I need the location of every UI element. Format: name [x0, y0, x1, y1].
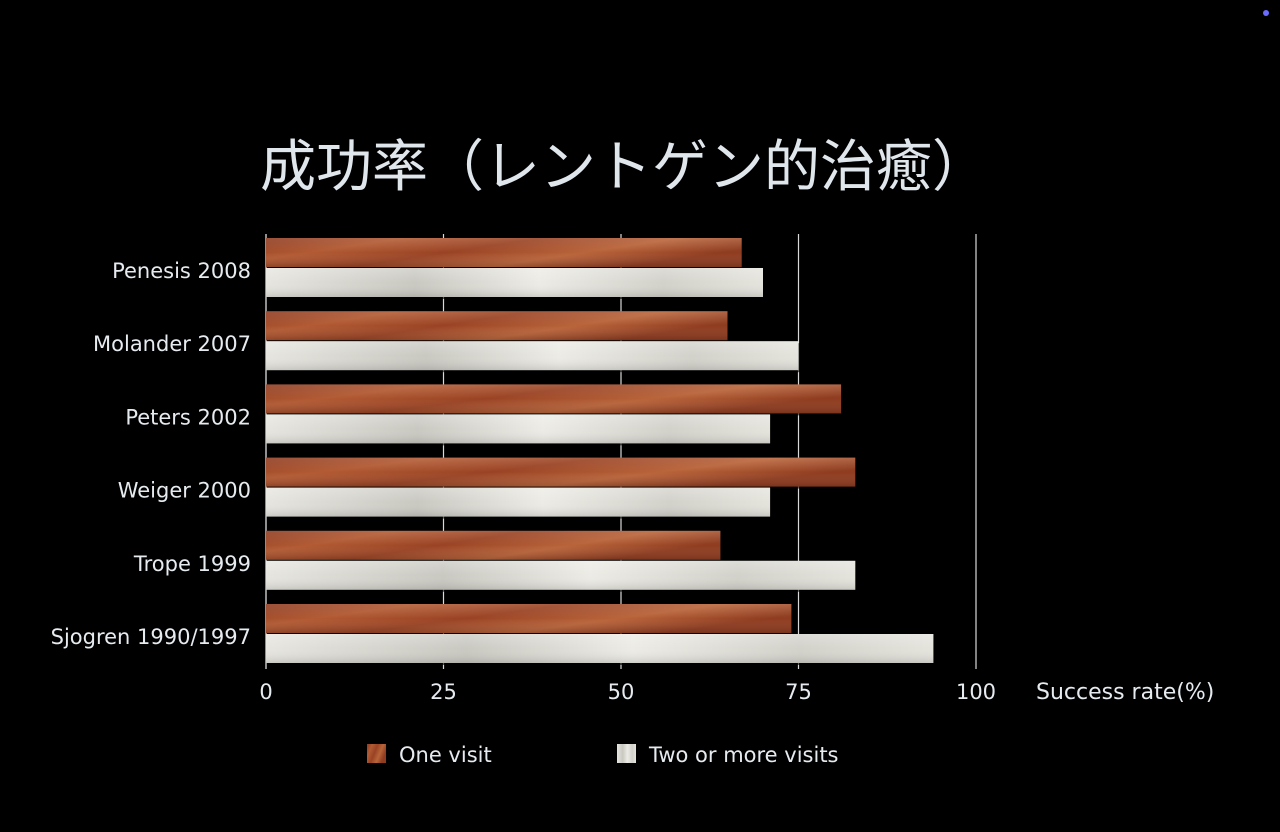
- legend: One visit Two or more visits: [367, 743, 839, 767]
- bar-one-visit-penesis-2008: [266, 238, 744, 269]
- category-label-sjogren-1990-1997: Sjogren 1990/1997: [51, 625, 251, 649]
- bar-two-or-more-visits-trope-1999: [266, 560, 858, 592]
- category-label-penesis-2008: Penesis 2008: [112, 259, 251, 283]
- category-label-weiger-2000: Weiger 2000: [118, 479, 251, 503]
- x-axis-label: Success rate(%): [1036, 680, 1214, 705]
- bars: [266, 238, 936, 665]
- x-tick-labels: 0 25 50 75 100: [259, 680, 996, 704]
- bar-one-visit-weiger-2000: [266, 457, 858, 489]
- bar-two-or-more-visits-sjogren-1990-1997: [266, 634, 936, 665]
- category-labels: Penesis 2008 Molander 2007 Peters 2002 Weig…: [51, 259, 251, 649]
- bar-two-or-more-visits-peters-2002: [266, 414, 773, 446]
- legend-label-one-visit: One visit: [399, 743, 492, 767]
- bar-one-visit-peters-2002: [266, 384, 844, 416]
- corner-dot: [1263, 10, 1269, 16]
- category-label-trope-1999: Trope 1999: [133, 552, 251, 576]
- bar-one-visit-trope-1999: [266, 530, 723, 562]
- bar-two-or-more-visits-penesis-2008: [266, 268, 765, 299]
- legend-swatch-one-visit: [367, 744, 386, 763]
- bar-two-or-more-visits-molander-2007: [266, 341, 801, 373]
- legend-swatch-two-or-more-visits: [617, 744, 636, 763]
- x-tick-label-100: 100: [956, 680, 996, 704]
- x-tick-label-25: 25: [430, 680, 457, 704]
- gridlines: [265, 234, 977, 669]
- bar-one-visit-molander-2007: [266, 311, 730, 343]
- category-label-molander-2007: Molander 2007: [93, 332, 251, 356]
- chart-title: 成功率（レントゲン的治癒）: [260, 135, 988, 200]
- x-tick-label-0: 0: [259, 680, 272, 704]
- bar-one-visit-sjogren-1990-1997: [266, 604, 794, 635]
- x-tick-label-50: 50: [608, 680, 635, 704]
- legend-label-two-or-more-visits: Two or more visits: [648, 743, 839, 767]
- category-label-peters-2002: Peters 2002: [125, 405, 251, 429]
- bar-two-or-more-visits-weiger-2000: [266, 487, 773, 519]
- x-tick-label-75: 75: [785, 680, 812, 704]
